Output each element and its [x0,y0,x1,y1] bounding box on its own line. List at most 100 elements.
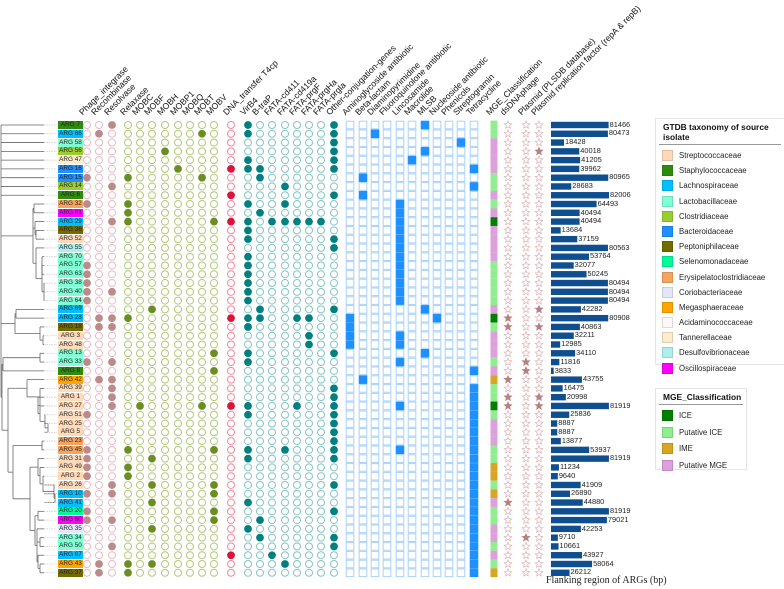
cell-circle-mobt-absent [198,252,206,261]
plasmid-rep-factor-star-icon [534,480,544,489]
mge-class-cell [490,568,498,578]
cell-circle-fata-cd411-absent [268,164,276,173]
plasmid-plsdb-star-icon [521,120,531,129]
cell-square-nucleoside-antibiotic-absent [432,348,442,358]
flank-value: 40494 [580,216,602,226]
cell-circle-recombinase-absent [95,463,103,472]
cell-circle-other-conjugation-genes-absent [330,375,338,384]
cell-circle-mobq-absent [186,147,194,156]
plasmid-plsdb-star-icon [521,559,531,568]
dsdnaphage-star-icon [503,304,513,314]
flank-value: 10661 [559,541,581,551]
cell-square-beta-lactam-absent [358,226,368,235]
cell-circle-mobh-absent [161,173,169,182]
cell-square-beta-lactam-absent [358,182,368,191]
cell-circle-phage-integrase-absent [83,208,91,217]
cell-square-beta-lactam-present [358,375,368,384]
cell-circle-mobp1-absent [174,498,182,507]
cell-circle-fata-cd411-absent [268,182,276,191]
cell-square-tetracycline-present [469,410,479,420]
cell-circle-resolvase-present [108,393,116,402]
plasmid-plsdb-star-icon [521,374,531,384]
cell-circle-fata-prgf-absent [293,410,301,419]
cell-circle-mobh-absent [161,208,169,217]
flank-value: 13877 [561,435,583,445]
cell-circle-phage-integrase-present [83,507,91,516]
cell-circle-dna-transfer-t4cp-present [227,551,235,560]
dsdnaphage-star-icon [503,348,513,358]
cell-square-macrolide-absent [407,489,417,499]
row-label: ARG 2 [58,472,83,481]
cell-circle-virb4-present [244,156,252,165]
cell-circle-mobc-absent [136,445,144,454]
legend-item-streptococcaceae: Streptococcaceae [656,148,784,163]
cell-circle-mobc-absent [136,410,144,419]
cell-circle-fata-prgla-absent [317,437,325,446]
cell-square-mlsb-absent [420,498,430,507]
cell-circle-mobp1-absent [174,524,182,533]
cell-square-lincosamide-present [395,445,405,455]
cell-circle-mobp1-absent [174,261,182,270]
cell-circle-fata-cd419a-absent [281,314,289,323]
plasmid-rep-factor-star-icon [534,243,544,252]
cell-circle-fata-prgla-absent [317,516,325,525]
cell-circle-resolvase-present [108,402,116,410]
legend-swatch [662,332,673,344]
cell-circle-relaxase-absent [124,235,132,244]
cell-circle-mobq-absent [186,261,194,270]
cell-circle-other-conjugation-genes-present [330,419,338,428]
cell-circle-dna-transfer-t4cp-absent [227,340,235,349]
row-label: ARG 50 [58,542,83,551]
cell-square-streptogramin-absent [456,533,466,542]
cell-circle-fata-cd419a-absent [281,533,289,542]
cell-square-nucleoside-antibiotic-present [432,313,442,323]
cell-circle-mobv-absent [210,287,218,296]
cell-circle-mobc-absent [136,200,144,209]
cell-square-lincosamide-present [395,199,405,209]
cell-square-macrolide-absent [407,357,417,367]
cell-circle-mobp1-absent [174,410,182,419]
cell-circle-mobp1-absent [174,358,182,367]
cell-square-tetracycline-absent [469,173,479,182]
cell-circle-fata-prgha-absent [305,243,313,252]
cell-square-nucleoside-antibiotic-absent [432,340,442,349]
cell-square-macrolide-absent [407,445,417,455]
cell-circle-fata-prgla-absent [317,419,325,428]
cell-circle-virb4-absent [244,516,252,525]
cell-circle-mobt-absent [198,375,206,384]
cell-circle-dna-transfer-t4cp-absent [227,568,235,577]
cell-circle-fata-prgla-absent [317,226,325,235]
cell-circle-relaxase-absent [124,498,132,507]
cell-square-streptogramin-absent [456,419,466,428]
mge-class-cell [490,375,498,385]
cell-square-phenicols-absent [444,568,454,578]
cell-circle-fata-cd419a-absent [281,208,289,217]
cell-circle-fata-prgha-absent [305,173,313,182]
cell-circle-resolvase-absent [108,463,116,472]
cell-square-beta-lactam-absent [358,480,368,490]
cell-circle-fata-prgla-absent [317,129,325,138]
dsdnaphage-star-icon [503,225,513,235]
cell-square-tetracycline-absent [469,348,479,358]
cell-square-macrolide-absent [407,190,417,200]
row-label: ARG 28 [58,314,83,323]
cell-circle-mobh-absent [161,121,169,129]
cell-square-tetracycline-absent [469,243,479,253]
cell-circle-dna-transfer-t4cp-present [227,191,235,200]
cell-circle-dna-transfer-t4cp-absent [227,419,235,428]
plasmid-plsdb-star-icon [521,427,531,437]
cell-circle-phage-integrase-absent [83,542,91,551]
cell-circle-fata-cd411-absent [268,498,276,507]
cell-circle-fata-prgha-absent [305,507,313,516]
plasmid-plsdb-star-icon [521,286,531,296]
cell-circle-fata-prgha-absent [305,410,313,419]
mge-class-cell [490,445,498,455]
cell-circle-recombinase-absent [95,551,103,560]
cell-circle-fata-prgf-absent [293,516,301,525]
cell-circle-mobh-absent [161,384,169,393]
cell-circle-mobt-absent [198,243,206,252]
cell-circle-fata-prgf-absent [293,322,301,331]
cell-circle-mobf-absent [148,261,156,270]
cell-square-lincosamide-present [395,226,405,235]
cell-circle-fata-prgf-absent [293,437,301,446]
